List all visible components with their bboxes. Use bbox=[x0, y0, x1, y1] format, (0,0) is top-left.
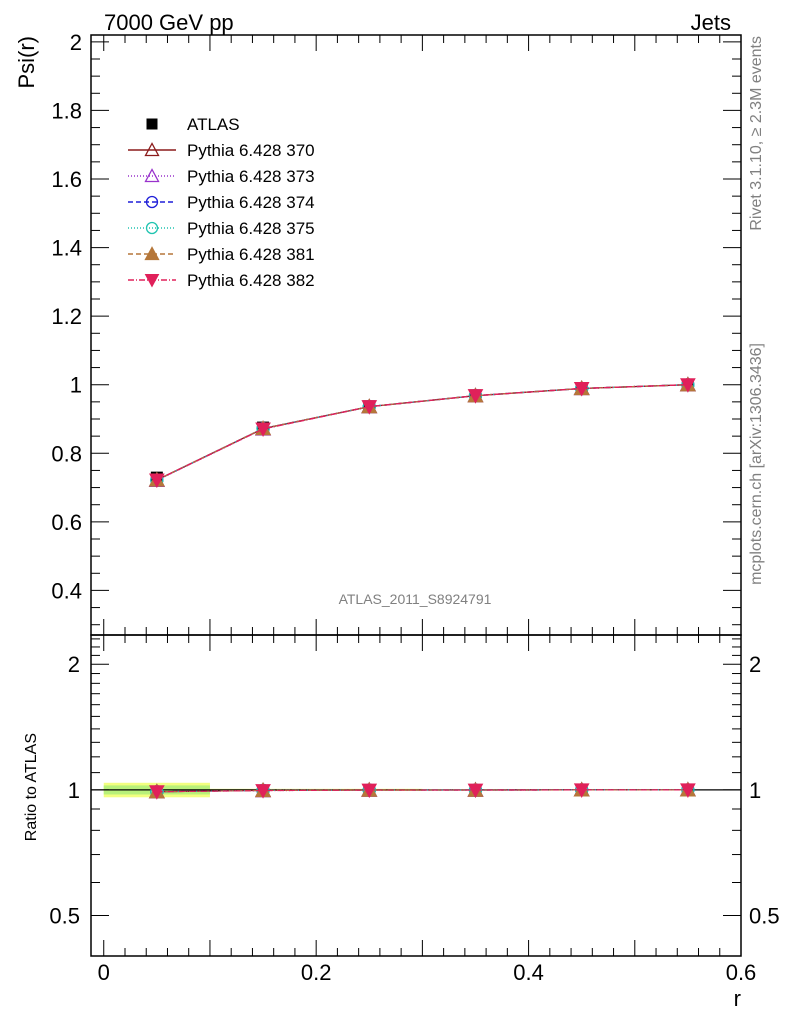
marker-triangle-down bbox=[467, 783, 484, 799]
y-tick-label: 0.4 bbox=[51, 578, 82, 603]
series-line-1 bbox=[156, 384, 688, 481]
legend-entry-label: Pythia 6.428 382 bbox=[187, 271, 315, 290]
series-line-3 bbox=[156, 384, 688, 481]
legend-entry-label: Pythia 6.428 373 bbox=[187, 167, 315, 186]
marker-circle bbox=[145, 221, 159, 235]
analysis-label: ATLAS_2011_S8924791 bbox=[339, 591, 492, 607]
series-line-6 bbox=[156, 384, 688, 481]
y-tick-label: 0.6 bbox=[51, 510, 82, 535]
x-tick-label: 0 bbox=[98, 960, 110, 985]
marker-triangle-down bbox=[467, 389, 484, 404]
y-tick-label: 1.2 bbox=[51, 304, 82, 329]
series-line-5 bbox=[156, 384, 688, 481]
ratio-line-5 bbox=[156, 789, 688, 793]
marker-triangle-down bbox=[255, 422, 271, 437]
ratio-y-tick-label: 2 bbox=[68, 652, 80, 677]
marker-triangle-down bbox=[680, 783, 696, 798]
y-tick-label: 1 bbox=[70, 373, 82, 398]
legend-entry-label: ATLAS bbox=[187, 115, 240, 134]
marker-triangle-down bbox=[149, 785, 165, 800]
marker-triangle-down bbox=[361, 783, 378, 799]
marker-triangle bbox=[144, 168, 160, 183]
marker-triangle-down bbox=[361, 400, 378, 415]
header-right: Jets bbox=[691, 10, 731, 35]
ratio-y-tick-label: 0.5 bbox=[49, 904, 80, 929]
ratio-panel: 0 0.2 0.4 0.6 0.5 0.5 1 1 2 2 bbox=[49, 634, 780, 985]
marker-circle bbox=[145, 195, 159, 209]
legend-entry-label: Pythia 6.428 370 bbox=[187, 141, 315, 160]
marker-triangle-down bbox=[149, 473, 165, 489]
marker-triangle-down bbox=[680, 378, 696, 393]
legend-entry-label: Pythia 6.428 374 bbox=[187, 193, 315, 212]
main-panel: 0.4 0.6 0.8 1 1.2 1.4 1.6 1.8 2 bbox=[51, 30, 742, 636]
mcplots-label: mcplots.cern.ch [arXiv:1306.3436] bbox=[748, 343, 765, 585]
x-tick-label: 0.2 bbox=[301, 960, 332, 985]
marker-square bbox=[146, 118, 158, 130]
y-tick-label: 2 bbox=[70, 30, 82, 55]
legend-entry-label: Pythia 6.428 381 bbox=[187, 245, 315, 264]
y-tick-label: 1.6 bbox=[51, 167, 82, 192]
marker-triangle bbox=[144, 246, 160, 261]
y-tick-label: 1.8 bbox=[51, 98, 82, 123]
marker-triangle-down bbox=[573, 381, 590, 397]
marker-triangle bbox=[144, 142, 160, 157]
series-line-4 bbox=[156, 384, 688, 481]
marker-triangle-down bbox=[144, 274, 160, 288]
legend: ATLAS Pythia 6.428 370 Pythia 6.428 373 Pyt… bbox=[128, 115, 315, 290]
ratio-y-tick-label-right: 0.5 bbox=[749, 904, 780, 929]
y-tick-label: 1.4 bbox=[51, 236, 82, 261]
ratio-y-tick-label-right: 1 bbox=[749, 778, 761, 803]
legend-entry-label: Pythia 6.428 375 bbox=[187, 219, 315, 238]
marker-triangle-down bbox=[255, 784, 271, 799]
x-tick-label: 0.6 bbox=[726, 960, 757, 985]
x-tick-label: 0.4 bbox=[513, 960, 544, 985]
y-tick-label: 0.8 bbox=[51, 441, 82, 466]
header-left: 7000 GeV pp bbox=[104, 10, 234, 35]
series-line-2 bbox=[156, 384, 688, 482]
x-axis-title: r bbox=[734, 986, 741, 1011]
marker-triangle-down bbox=[573, 783, 590, 798]
rivet-label: Rivet 3.1.10, ≥ 2.3M events bbox=[748, 36, 765, 231]
main-y-axis-title: Psi(r) bbox=[14, 36, 39, 89]
ratio-y-tick-label: 1 bbox=[68, 778, 80, 803]
ratio-y-tick-label-right: 2 bbox=[749, 652, 761, 677]
ratio-y-axis-title: Ratio to ATLAS bbox=[23, 733, 40, 841]
ratio-frame bbox=[90, 634, 742, 957]
